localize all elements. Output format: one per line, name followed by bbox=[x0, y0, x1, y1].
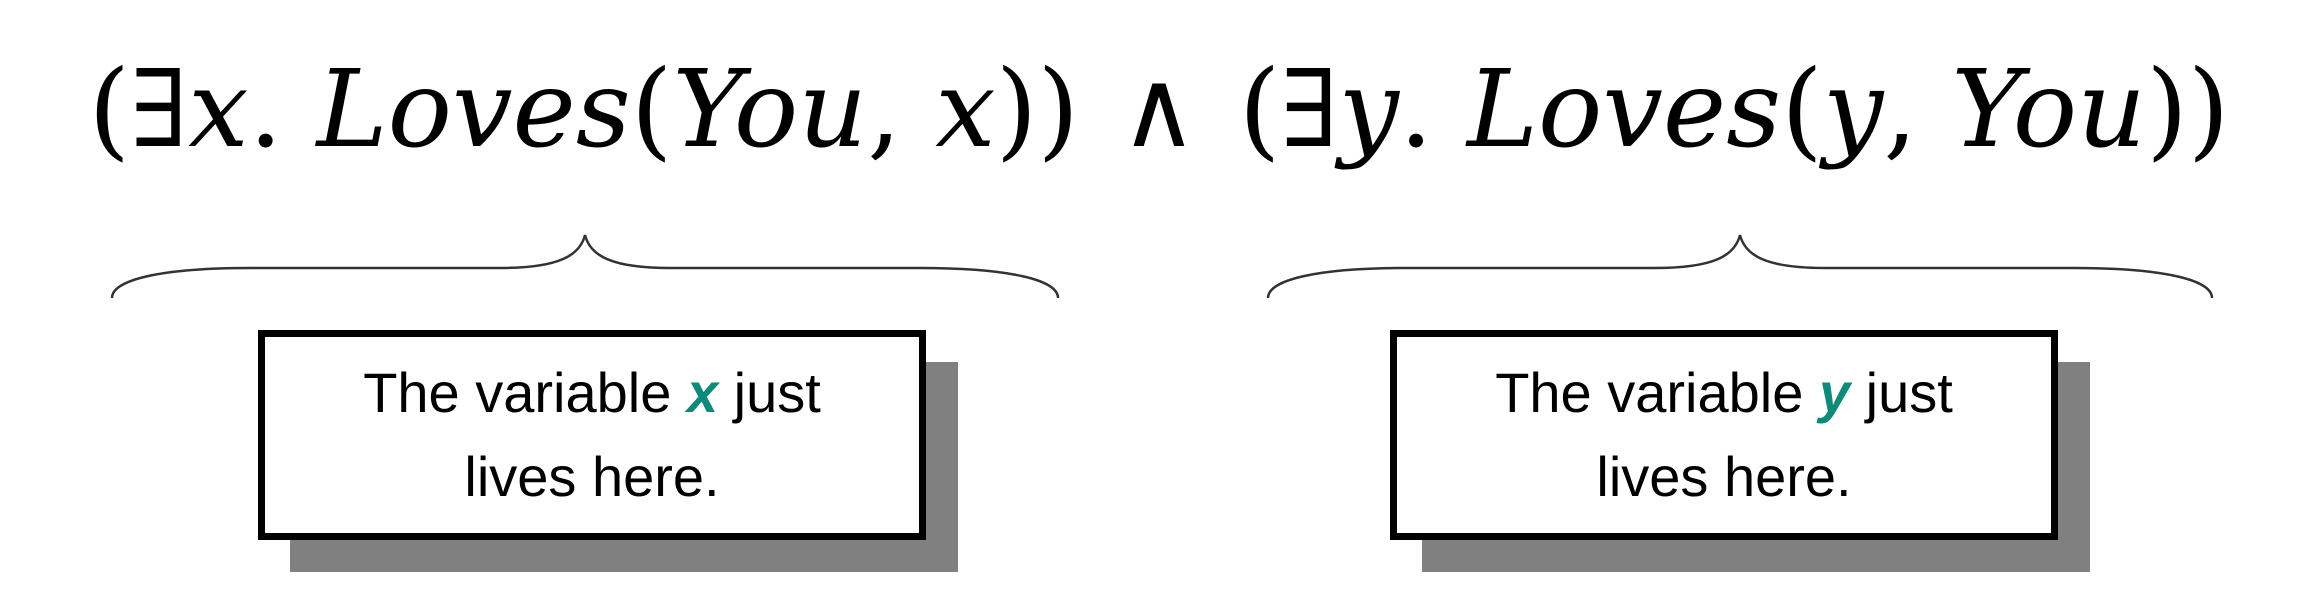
scope-note-x: The variable x just lives here. bbox=[258, 330, 926, 540]
predicate-loves-2: Loves bbox=[1467, 48, 1782, 172]
bound-variable-y: y bbox=[1338, 48, 1399, 172]
arg-comma-1: , bbox=[867, 48, 936, 172]
note-x-prefix: The variable bbox=[363, 361, 687, 424]
exists-quantifier-2: ∃ bbox=[1280, 48, 1339, 172]
note-y-prefix: The variable bbox=[1495, 361, 1819, 424]
open-paren-2: ( bbox=[1238, 48, 1281, 172]
arg-you-1: You bbox=[672, 48, 868, 172]
note-y-suffix: just bbox=[1850, 361, 1953, 424]
left-curly-brace bbox=[110, 234, 1060, 299]
open-paren-1: ( bbox=[88, 48, 131, 172]
scope-note-y-text: The variable y just lives here. bbox=[1495, 351, 1953, 519]
exists-quantifier-1: ∃ bbox=[130, 48, 189, 172]
quantifier-dot-1: . bbox=[248, 48, 317, 172]
note-variable-y: y bbox=[1818, 361, 1851, 424]
arg-paren-2: ( bbox=[1781, 48, 1823, 172]
scope-note-y: The variable y just lives here. bbox=[1390, 330, 2058, 540]
arg-paren-1: ( bbox=[630, 48, 673, 172]
note-y-line2: lives here. bbox=[1596, 445, 1852, 508]
note-x-line2: lives here. bbox=[464, 445, 720, 508]
right-curly-brace bbox=[1266, 234, 2214, 299]
predicate-loves-1: Loves bbox=[316, 48, 631, 172]
scope-note-x-text: The variable x just lives here. bbox=[363, 351, 821, 519]
bound-variable-x: x bbox=[188, 48, 249, 172]
quantifier-dot-2: . bbox=[1398, 48, 1467, 172]
arg-you-2: You bbox=[1951, 48, 2147, 172]
conjunction-symbol: ∧ bbox=[1119, 48, 1199, 172]
arg-comma-2: , bbox=[1883, 48, 1952, 172]
formula: (∃x. Loves(You, x)) ∧ (∃y. Loves(y, You)) bbox=[0, 40, 2318, 180]
note-variable-x: x bbox=[686, 361, 719, 424]
note-x-suffix: just bbox=[718, 361, 821, 424]
arg-x: x bbox=[935, 48, 996, 172]
close-parens-1: )) bbox=[995, 48, 1080, 172]
close-parens-2: )) bbox=[2146, 48, 2230, 172]
arg-y: y bbox=[1822, 48, 1884, 172]
